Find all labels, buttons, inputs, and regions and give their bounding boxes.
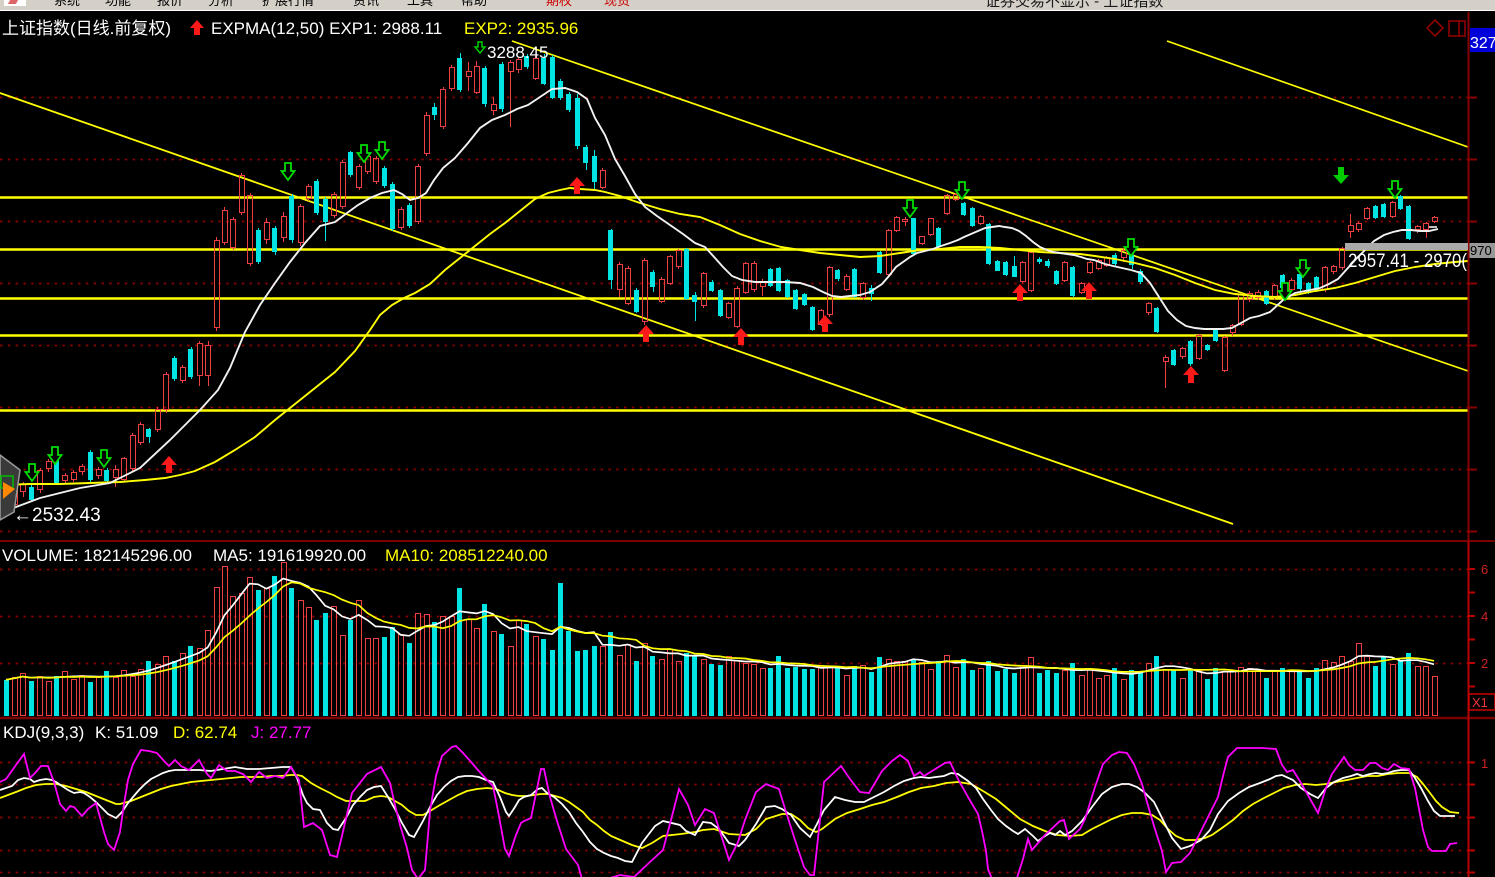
svg-text:2: 2 (1481, 656, 1488, 671)
svg-text:X1: X1 (1472, 695, 1488, 710)
svg-text:MA5: 191619920.00: MA5: 191619920.00 (213, 546, 366, 565)
svg-text:970: 970 (1470, 243, 1492, 258)
svg-text:3288.45: 3288.45 (487, 43, 548, 62)
svg-text:J: 27.77: J: 27.77 (251, 723, 312, 742)
svg-text:MA10: 208512240.00: MA10: 208512240.00 (385, 546, 548, 565)
svg-text:2957.41 - 2970(: 2957.41 - 2970( (1348, 251, 1468, 272)
svg-text:4: 4 (1481, 609, 1488, 624)
svg-text:VOLUME: 182145296.00: VOLUME: 182145296.00 (2, 546, 192, 565)
svg-text:6: 6 (1481, 562, 1488, 577)
svg-text:1: 1 (1481, 756, 1488, 771)
svg-text:K: 51.09: K: 51.09 (95, 723, 158, 742)
svg-text:←2532.43: ←2532.43 (13, 505, 101, 526)
svg-text:327: 327 (1470, 35, 1495, 52)
svg-text:上证指数(日线.前复权): 上证指数(日线.前复权) (2, 19, 171, 38)
svg-text:D: 62.74: D: 62.74 (173, 723, 237, 742)
svg-text:KDJ(9,3,3): KDJ(9,3,3) (3, 723, 84, 742)
svg-text:EXPMA(12,50) EXP1: 2988.11: EXPMA(12,50) EXP1: 2988.11 (211, 19, 442, 38)
svg-text:EXP2: 2935.96: EXP2: 2935.96 (464, 19, 578, 38)
